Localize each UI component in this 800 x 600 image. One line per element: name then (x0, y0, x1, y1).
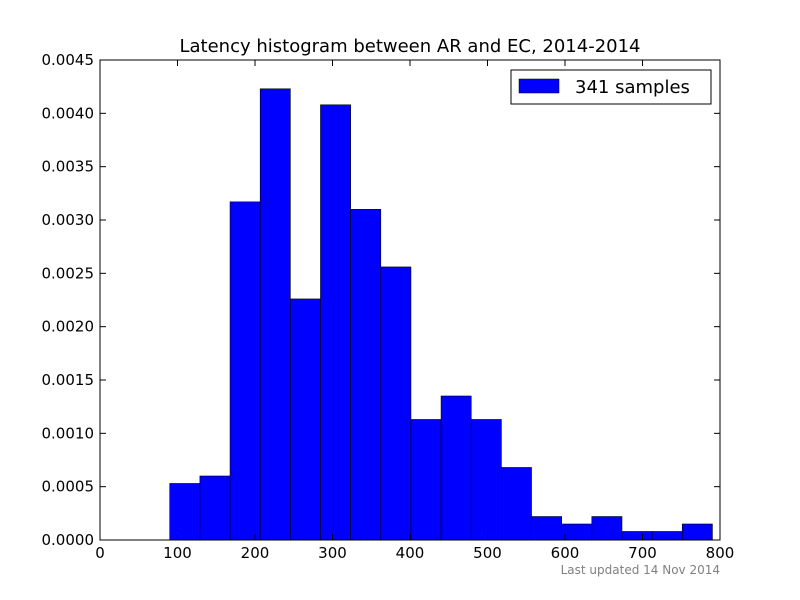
histogram-bar (651, 531, 683, 541)
x-tick-label: 400 (396, 544, 425, 562)
x-tick-label: 700 (628, 544, 657, 562)
chart-title: Latency histogram between AR and EC, 201… (179, 36, 640, 57)
histogram-bar (199, 475, 231, 541)
histogram-bar (410, 419, 442, 541)
histogram-bar (169, 483, 201, 541)
y-tick-label: 0.0005 (42, 478, 95, 496)
histogram-bar (621, 531, 653, 541)
y-tick-label: 0.0020 (42, 318, 95, 336)
y-tick-label: 0.0045 (42, 51, 95, 69)
y-tick-label: 0.0040 (42, 104, 95, 122)
y-tick-label: 0.0000 (42, 531, 95, 549)
legend-label: 341 samples (575, 77, 690, 98)
legend-swatch (518, 78, 560, 94)
footer-last-updated: Last updated 14 Nov 2014 (561, 563, 720, 577)
x-tick-label: 800 (706, 544, 735, 562)
histogram-bar (531, 516, 562, 541)
histogram-bar (380, 266, 412, 541)
histogram-bar (290, 298, 321, 541)
histogram-bar (561, 523, 593, 541)
histogram-bar (229, 201, 261, 541)
x-tick-label: 100 (163, 544, 192, 562)
x-tick-label: 300 (318, 544, 347, 562)
histogram-bar (591, 516, 623, 541)
x-tick-label: 500 (473, 544, 502, 562)
histogram-bar (470, 419, 502, 541)
y-tick-label: 0.0030 (42, 211, 95, 229)
ticks-layer: 0 100 200 300 400 500 600 700 800 0.0000 0.0005 0.0… (42, 51, 735, 562)
histogram-bar (501, 467, 532, 541)
histogram-bar (259, 88, 291, 541)
histogram-bar (440, 395, 472, 541)
legend: 341 samples (510, 69, 712, 105)
y-tick-label: 0.0010 (42, 424, 95, 442)
histogram-bar (681, 523, 713, 541)
x-tick-label: 200 (241, 544, 270, 562)
x-tick-label: 600 (551, 544, 580, 562)
histogram-bar (320, 104, 351, 541)
y-tick-label: 0.0025 (42, 264, 95, 282)
x-tick-label: 0 (95, 544, 105, 562)
y-tick-label: 0.0035 (42, 158, 95, 176)
histogram-bar (350, 209, 382, 541)
y-tick-label: 0.0015 (42, 371, 95, 389)
bars-layer (169, 88, 713, 541)
